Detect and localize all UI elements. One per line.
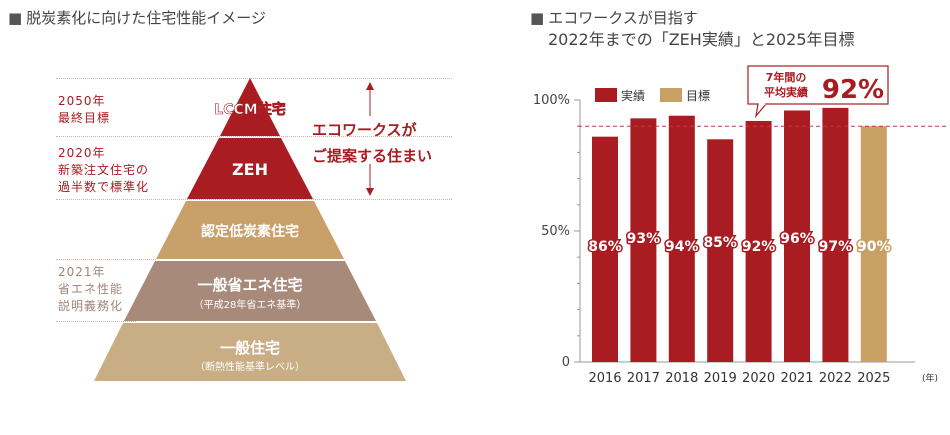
bar-2022 (822, 107, 849, 362)
guide-line-2021 (56, 259, 156, 260)
value-label-2016: 86% (588, 239, 622, 255)
y-tick-label: 100% (533, 93, 570, 108)
guide-line-top (56, 78, 452, 79)
bar-2018 (668, 115, 695, 362)
y-tick-label: 50% (541, 224, 570, 239)
proposal-line-1: エコワークスが (312, 121, 417, 139)
left-heading-text: 脱炭素化に向けた住宅性能イメージ (26, 9, 266, 27)
chart-x-labels: 2016 2017 2018 2019 2020 2021 2022 2025 (年) (588, 371, 938, 386)
left-panel-heading: ■ 脱炭素化に向けた住宅性能イメージ (8, 8, 266, 28)
y-tick-label: 0 (562, 355, 570, 370)
callout-box (747, 65, 889, 105)
pyramid-tier-lccm (220, 78, 280, 136)
callout-value: 92% (822, 75, 884, 105)
tier-sub-energy-saving: （平成28年省エネ基準） (193, 300, 307, 311)
x-tick-label: 2019 (704, 371, 737, 386)
value-label-2019: 85% (703, 235, 737, 251)
lccm-label-svg: LCCM住宅 (214, 101, 286, 119)
label-2020-text-2: 過半数で標準化 (58, 180, 150, 194)
chart-value-labels: 86% 93% 94% 85% 92% 96% 97% 90% (587, 230, 892, 257)
callout-line-1: 7年間の (766, 70, 807, 84)
tier-sub-general: （断熱性能基準レベル） (195, 362, 305, 373)
value-label-2018: 94% (665, 239, 699, 255)
x-tick-label: 2025 (857, 371, 890, 386)
guide-line-2021-bottom (56, 321, 136, 322)
tier-label-zeh: ZEH (232, 160, 268, 179)
right-heading-text-1: エコワークスが目指す (548, 9, 698, 27)
label-2021-year: 2021年 (58, 265, 106, 279)
value-label-2017: 93% (627, 231, 661, 247)
label-2020-year: 2020年 (58, 146, 106, 160)
square-bullet-icon: ■ (8, 9, 23, 27)
x-tick-label: 2020 (742, 371, 775, 386)
pyramid-tier-zeh (187, 138, 313, 199)
tier-label-energy-saving: 一般省エネ住宅 (197, 276, 303, 294)
legend-swatch-target (660, 88, 682, 102)
bar-2017 (630, 118, 657, 362)
tier-label-low-carbon: 認定低炭素住宅 (201, 224, 299, 240)
bar-2020 (745, 120, 772, 363)
y-axis-ticks: 0 50% 100% (533, 93, 915, 370)
x-tick-label: 2021 (780, 371, 813, 386)
tier-label-lccm: LCCM住宅 (214, 101, 285, 118)
pyramid-tier-general (94, 323, 406, 381)
bar-2021 (784, 110, 810, 362)
proposal-line-2: ご提案する住まい (312, 147, 433, 165)
x-tick-label: 2022 (819, 371, 852, 386)
square-bullet-icon: ■ (530, 9, 545, 27)
callout-line-2: 平均実績 (764, 85, 808, 99)
pyramid-graphic (94, 78, 406, 381)
right-panel-heading-1: ■ エコワークスが目指す (530, 8, 698, 28)
legend-swatch-actual (595, 88, 617, 102)
right-panel-heading-2: 2022年までの「ZEH実績」と2025年目標 (548, 30, 855, 49)
pyramid-tier-energy-saving (124, 261, 376, 321)
bar-2019 (707, 139, 734, 362)
value-label-2025: 90% (857, 239, 891, 255)
pyramid-tier-low-carbon (156, 201, 344, 259)
value-label-2020: 92% (742, 239, 776, 255)
chart-bars (578, 107, 948, 363)
value-label-2022: 97% (819, 239, 853, 255)
x-tick-label: 2016 (588, 371, 621, 386)
zeh-bar-chart: 050%100% 86% 93% 94% 85% 92% 96% 97% 90% 2016 20… (533, 65, 948, 386)
x-tick-label: 2018 (665, 371, 698, 386)
bar-2016 (592, 136, 618, 362)
value-label-2021: 96% (780, 231, 814, 247)
bracket-arrow-down-icon (366, 188, 374, 196)
label-2020-text-1: 新築注文住宅の (58, 163, 150, 177)
label-2021-text-2: 説明義務化 (58, 299, 124, 313)
label-2050-year: 2050年 (58, 94, 106, 108)
legend-label-actual: 実績 (621, 88, 645, 103)
label-2021-text-1: 省エネ性能 (58, 282, 124, 296)
bar-2025 (860, 126, 887, 362)
guide-line-2050 (56, 136, 452, 137)
x-axis-unit: (年) (922, 372, 938, 384)
bracket-arrow-up-icon (366, 82, 374, 90)
tier-label-general: 一般住宅 (219, 339, 281, 357)
x-tick-label: 2017 (627, 371, 660, 386)
legend-label-target: 目標 (686, 89, 710, 103)
label-2050-text: 最終目標 (58, 111, 111, 125)
callout-pointer-icon (755, 103, 768, 119)
chart-legend: 実績 目標 (595, 88, 710, 103)
guide-line-zeh (56, 199, 452, 200)
